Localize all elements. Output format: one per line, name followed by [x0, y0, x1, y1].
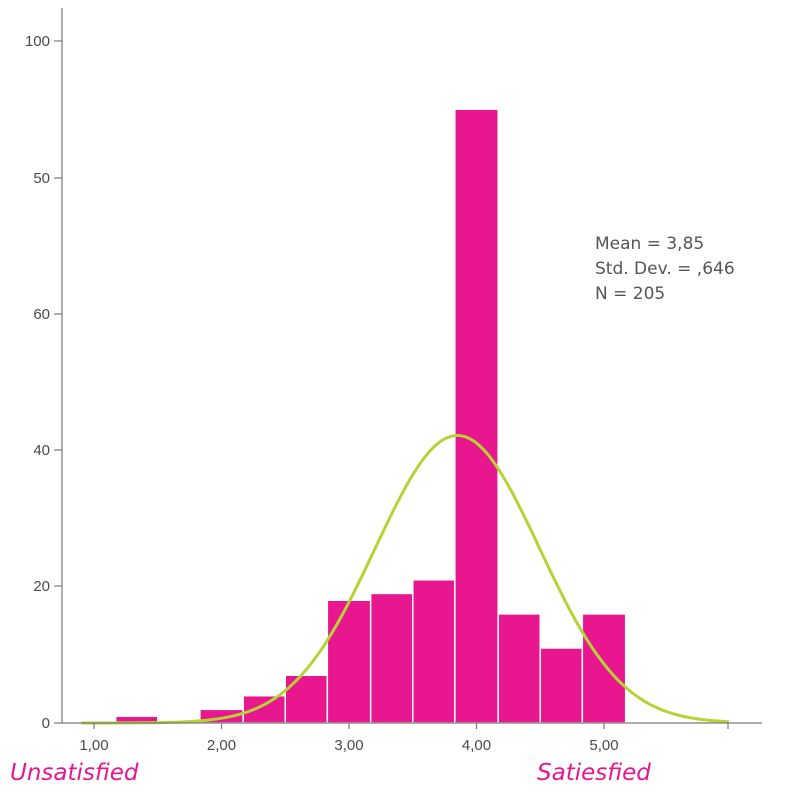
stats-mean: Mean = 3,85 [595, 234, 704, 254]
stats-box: Mean = 3,85 Std. Dev. = ,646 N = 205 [595, 234, 735, 304]
histogram-bar-4 [284, 674, 329, 724]
x-tick-label-4,00: 4,00 [462, 737, 491, 754]
x-tick-label-3,00: 3,00 [334, 737, 363, 754]
normal-curve [81, 434, 729, 725]
histogram-bar-3 [242, 694, 287, 724]
histogram-bar-11 [581, 613, 627, 724]
y-ticks: 0 20 40 60 50 100 [25, 33, 62, 732]
satisfied-label: Satiesfied [537, 760, 651, 786]
stats-std-dev: Std. Dev. = ,646 [595, 259, 735, 279]
x-ticks: 1,00 2,00 3,00 4,00 5,00 [79, 723, 729, 754]
histogram-bar-8 [454, 108, 499, 724]
bars-layer [114, 108, 627, 724]
histogram-bar-9 [497, 613, 541, 724]
y-tick-label-20: 20 [33, 578, 50, 595]
histogram-bar-10 [539, 647, 584, 724]
histogram-bar-7 [412, 579, 456, 724]
stats-n: N = 205 [595, 284, 665, 304]
unsatisfied-label: Unsatisfied [10, 760, 139, 786]
y-tick-label-100: 100 [25, 33, 50, 50]
y-tick-label-60: 60 [33, 306, 50, 323]
y-tick-label-40: 40 [33, 442, 50, 459]
x-tick-label-2,00: 2,00 [207, 737, 236, 754]
histogram-bar-6 [369, 592, 414, 724]
x-tick-label-1,00: 1,00 [79, 737, 108, 754]
y-tick-label-0: 0 [42, 715, 50, 732]
x-tick-label-5,00: 5,00 [589, 737, 618, 754]
y-tick-label-50: 50 [33, 170, 50, 187]
histogram-bar-5 [326, 599, 372, 724]
